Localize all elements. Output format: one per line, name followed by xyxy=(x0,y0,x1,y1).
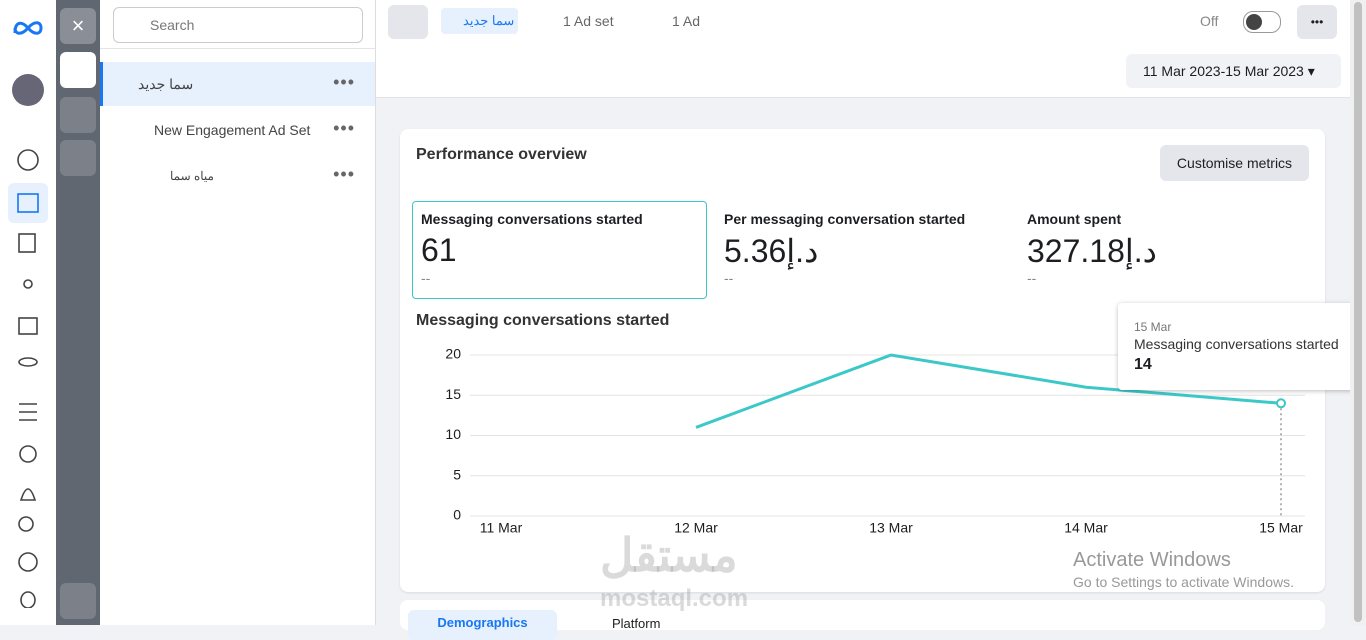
toggle-label: Off xyxy=(1200,13,1219,29)
scrollbar xyxy=(1350,0,1366,625)
x-tick-label: 15 Mar xyxy=(1259,520,1303,536)
metric-comparison: -- xyxy=(1027,270,1037,286)
nav-rail xyxy=(0,0,56,625)
close-button[interactable]: × xyxy=(60,8,96,44)
y-tick-label: 0 xyxy=(453,507,461,523)
divider xyxy=(100,48,375,49)
item-label: New Engagement Ad Set xyxy=(154,122,311,138)
selected-metric[interactable] xyxy=(412,201,707,299)
chart-title: Messaging conversations started xyxy=(416,312,669,329)
toggle[interactable] xyxy=(1243,11,1281,33)
watermark-title: Activate Windows xyxy=(1073,549,1231,571)
meta-logo xyxy=(13,21,43,35)
brand-watermark: مستقل xyxy=(600,529,738,581)
y-tick-label: 20 xyxy=(445,346,461,362)
tooltip-date: 15 Mar xyxy=(1134,320,1172,334)
metric-comparison: -- xyxy=(724,270,734,286)
metric-label: Per messaging conversation started xyxy=(724,211,966,227)
panel-toggle[interactable] xyxy=(388,5,428,39)
x-tick-label: 13 Mar xyxy=(869,520,913,536)
item-label: سما جديد xyxy=(138,75,194,92)
nav-active[interactable] xyxy=(8,183,48,223)
brand-url: mostaql.com xyxy=(600,585,749,612)
more-button[interactable]: ••• xyxy=(1297,5,1337,39)
metric-label: Amount spent xyxy=(1027,211,1122,227)
metric-value: 61 xyxy=(421,232,457,268)
date-range: 11 Mar 2023-15 Mar 2023 xyxy=(1143,63,1304,79)
x-tick-label: 11 Mar xyxy=(480,520,523,536)
tab[interactable]: Demographics xyxy=(408,610,557,640)
x-tick-label: 14 Mar xyxy=(1064,520,1108,536)
x-tick-label: 12 Mar xyxy=(674,520,718,536)
y-tick-label: 5 xyxy=(453,466,461,482)
phone-button[interactable] xyxy=(60,583,96,619)
search-placeholder: Search xyxy=(150,17,195,33)
tree-item[interactable]: مياه سما ••• xyxy=(170,164,355,184)
charts-button[interactable] xyxy=(60,52,96,88)
avatar[interactable] xyxy=(12,74,44,106)
crumb[interactable]: 1 Ad set xyxy=(563,13,614,29)
card-title: Performance overview xyxy=(416,146,587,163)
item-label: مياه سما xyxy=(170,169,214,183)
metric-value: 327.18د.إ xyxy=(1027,233,1157,269)
tab[interactable]: Platform xyxy=(612,616,661,631)
breakdown-card: Demographics Platform xyxy=(400,600,1325,640)
y-tick-label: 10 xyxy=(445,426,461,442)
edit-button[interactable] xyxy=(60,97,96,133)
data-line xyxy=(695,353,1282,429)
date-picker[interactable]: 11 Mar 2023-15 Mar 2023 ▾ xyxy=(1126,54,1341,88)
nav-icons[interactable] xyxy=(16,148,40,608)
metric-value: 5.36د.إ xyxy=(724,233,819,269)
crumb[interactable]: 1 Ad xyxy=(672,13,701,29)
tooltip-label: Messaging conversations started xyxy=(1134,336,1339,352)
history-button[interactable] xyxy=(60,140,96,176)
metric-label: Messaging conversations started xyxy=(421,211,643,227)
tooltip-value: 14 xyxy=(1134,356,1152,373)
tree-item[interactable]: New Engagement Ad Set ••• xyxy=(154,118,355,138)
metric-comparison: -- xyxy=(421,270,431,286)
crumb[interactable]: سما جديد xyxy=(441,8,519,34)
tree-item[interactable]: سما جديد ••• xyxy=(100,62,375,106)
watermark-subtitle: Go to Settings to activate Windows. xyxy=(1073,574,1294,590)
search-box[interactable]: Search xyxy=(113,7,363,43)
hover-point xyxy=(1276,398,1286,409)
tool-column xyxy=(56,0,100,625)
y-tick-label: 15 xyxy=(445,386,461,402)
customise-button[interactable]: Customise metrics xyxy=(1160,145,1309,181)
tooltip: 15 Mar Messaging conversations started 1… xyxy=(1118,303,1357,390)
